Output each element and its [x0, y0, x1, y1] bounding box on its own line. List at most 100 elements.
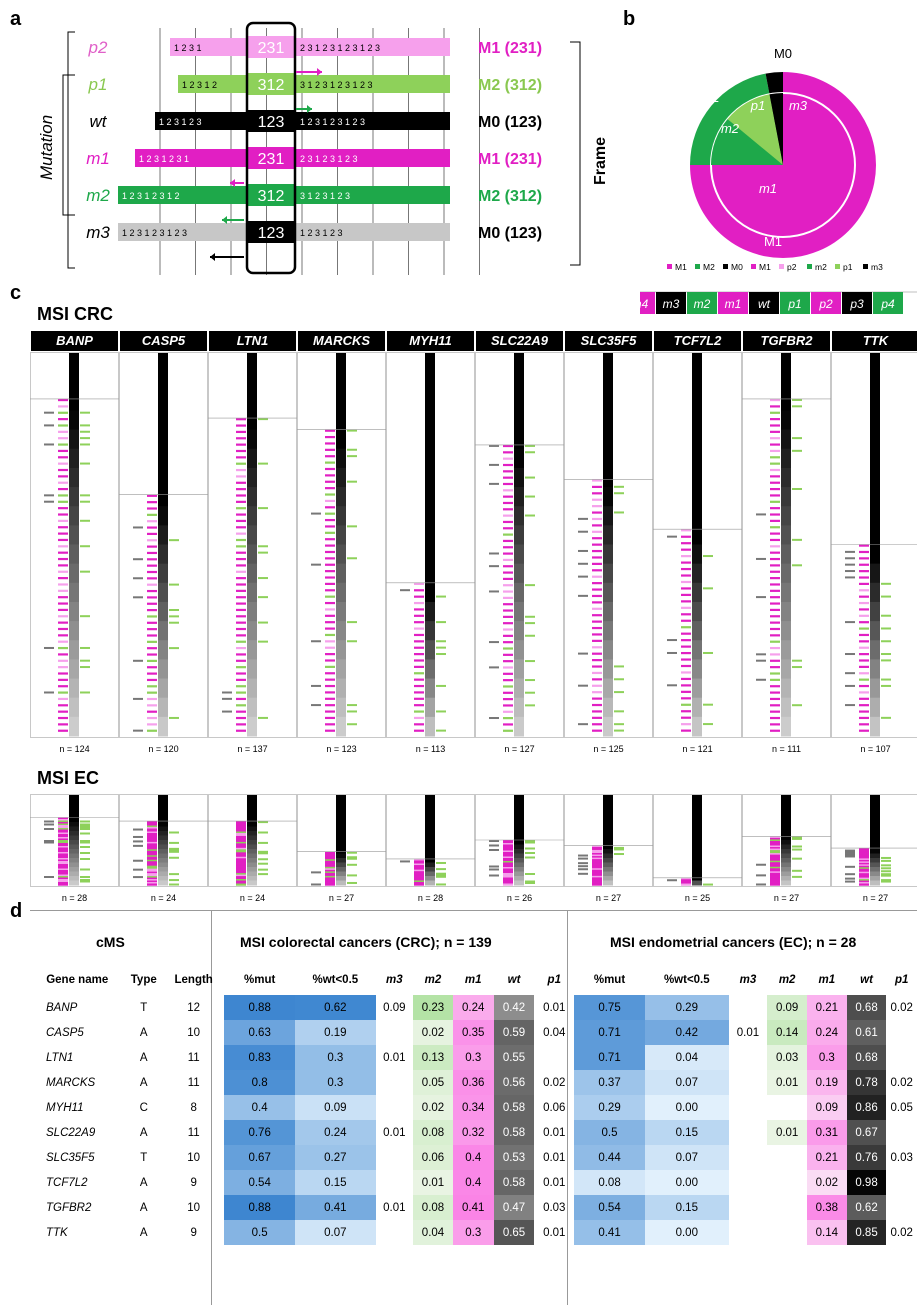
crc-mut-tick [325, 646, 335, 649]
ec-wt-column [425, 858, 435, 863]
crc-wt-column [247, 525, 257, 545]
crc-wt-column [69, 601, 79, 622]
crc-m3-tick [311, 640, 321, 643]
ec-m3-tick [756, 863, 766, 866]
ec-mut-tick [325, 859, 335, 862]
frame-label-m2: M2 (312) [478, 188, 542, 205]
ec-mut-tick [236, 850, 246, 854]
ec-mut-tick [58, 838, 68, 841]
key-strip-label: p2 [818, 297, 833, 311]
ec-mut-tick [236, 822, 246, 825]
crc-wt-column [781, 448, 791, 469]
ec-wt-column [603, 862, 613, 868]
crc-mut-tick [58, 659, 68, 662]
sequence-after-m2: 3 1 2 3 1 2 3 [300, 191, 350, 201]
crc-m3-tick [133, 596, 143, 599]
sequence-before-m1: 1 2 3 1 2 3 1 [139, 154, 189, 164]
crc-wt-column [336, 601, 346, 622]
crc-wt-column [158, 640, 168, 660]
crc-mut-tick [503, 584, 513, 587]
crc-mut-tick [236, 551, 246, 554]
crc-wt-column [69, 563, 79, 584]
crc-p1-tick [525, 451, 535, 454]
legend-label: m2 [815, 262, 827, 272]
crc-p1-tick [525, 495, 535, 498]
crc-wt-column [692, 563, 702, 584]
crc-wt-column [425, 678, 435, 699]
ec-m3-tick [133, 844, 143, 847]
crc-mut-tick [859, 576, 869, 579]
crc-mut-tick [592, 582, 602, 585]
ec-wt-column [781, 813, 791, 818]
frame-label-p1: M2 (312) [478, 77, 542, 94]
crc-m3-tick [44, 500, 54, 503]
table-cell: 11 [187, 1051, 200, 1064]
crc-mut-tick [236, 449, 246, 453]
ec-wt-column [781, 876, 791, 881]
crc-mut-tick [592, 543, 602, 546]
gene-header: TGFBR2 [743, 331, 830, 351]
crc-mut-tick [58, 646, 68, 650]
ec-mut-tick [58, 856, 68, 859]
ec-wt-column [603, 880, 613, 886]
crc-mut-tick [58, 500, 68, 503]
crc-wt-column [158, 563, 168, 584]
crc-mut-tick [770, 723, 780, 726]
ec-mut-tick [859, 856, 869, 860]
crc-mut-tick [58, 487, 68, 491]
table-cell [376, 1020, 414, 1045]
crc-mut-tick [58, 532, 68, 535]
ec-mut-tick [414, 875, 424, 878]
ec-wt-column [336, 822, 346, 827]
crc-m3-tick [489, 482, 499, 485]
ec-wt-column [158, 871, 168, 877]
ec-mut-tick [770, 857, 780, 860]
crc-mut-tick [58, 424, 68, 427]
ec-wt-column [425, 795, 435, 800]
ec-wt-column [158, 813, 168, 818]
crc-mut-tick [592, 524, 602, 527]
crc-wt-column [692, 448, 702, 469]
ec-mut-tick [58, 867, 68, 870]
ec-wt-column [870, 849, 880, 854]
crc-mut-tick [859, 557, 869, 560]
crc-m3-tick [489, 463, 499, 466]
crc-wt-column [336, 544, 346, 565]
crc-mut-tick [681, 632, 691, 635]
ec-wt-column [336, 804, 346, 809]
crc-n-label: n = 121 [682, 744, 712, 754]
crc-mut-tick [414, 697, 424, 700]
table-cell: TCF7L2 [46, 1176, 88, 1189]
ec-mut-tick [859, 858, 869, 861]
crc-mut-tick [592, 671, 602, 675]
ec-wt-column [336, 808, 346, 814]
crc-wt-column [781, 487, 791, 507]
ec-mut-tick [414, 863, 424, 866]
crc-mut-tick [325, 442, 335, 445]
crc-mut-tick [236, 570, 246, 573]
crc-mut-tick [859, 653, 869, 656]
crc-wt-column [336, 716, 346, 737]
crc-mut-tick [770, 519, 780, 522]
ec-wt-column [425, 822, 435, 827]
crc-mut-tick [58, 507, 68, 510]
ec-mut-tick [859, 874, 869, 877]
ec-table-header: MSI endometrial cancers (EC); n = 28 [610, 934, 857, 950]
table-cell [767, 1095, 807, 1120]
crc-m3-tick [44, 424, 54, 427]
ec-mut-tick [147, 821, 157, 824]
table-cell [767, 1170, 807, 1195]
table-cell: 0.8 [224, 1070, 296, 1095]
crc-mut-tick [58, 596, 68, 599]
ec-mut-tick [147, 828, 157, 831]
crc-mut-tick [770, 716, 780, 720]
crc-p1-tick [525, 584, 535, 587]
crc-wt-column [870, 429, 880, 450]
ec-wt-column [781, 835, 791, 841]
legend-label: M0 [731, 262, 743, 272]
table-cell: 9 [190, 1226, 197, 1239]
crc-mut-tick [58, 615, 68, 618]
ec-p1-tick [525, 880, 535, 883]
crc-mut-tick [147, 564, 157, 567]
ec-mut-tick [236, 831, 246, 834]
